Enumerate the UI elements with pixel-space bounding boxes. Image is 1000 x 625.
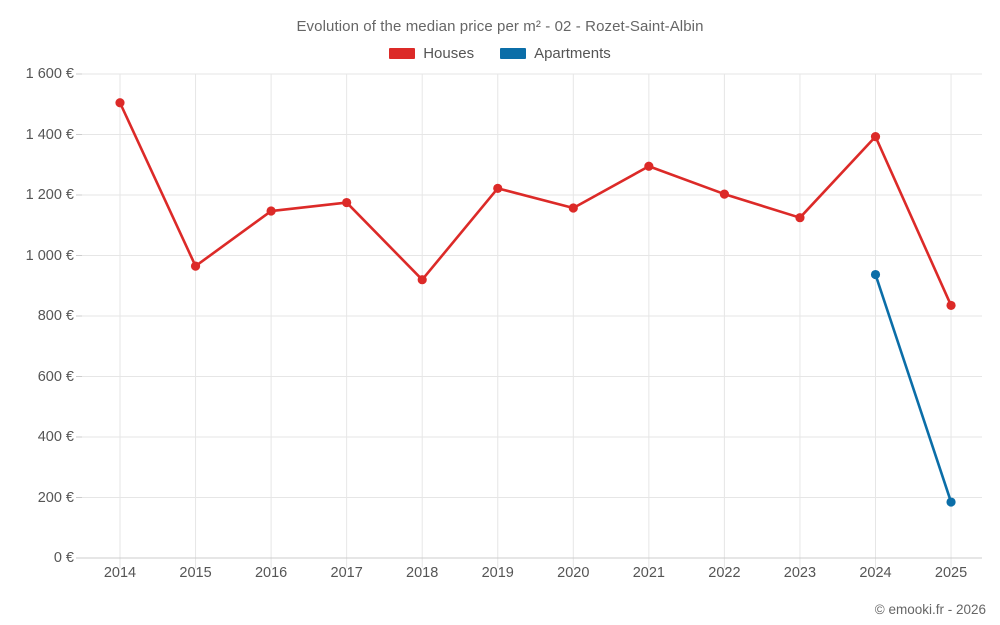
y-tick-label: 1 000 € <box>25 247 74 264</box>
x-tick-label: 2024 <box>859 565 892 581</box>
data-point-houses[interactable] <box>870 132 881 142</box>
y-tick-label: 200 € <box>37 489 74 506</box>
legend-item-apartments[interactable]: Apartments <box>500 45 611 62</box>
data-point-houses[interactable] <box>493 183 503 193</box>
data-point-apartments[interactable] <box>946 497 956 507</box>
data-point-houses[interactable] <box>342 197 352 208</box>
x-tick-label: 2016 <box>254 565 288 581</box>
data-point-houses[interactable] <box>115 98 125 108</box>
legend-swatch-houses <box>389 48 416 59</box>
x-tick-label: 2020 <box>557 565 590 581</box>
series-line-houses <box>118 101 953 307</box>
series-line-apartments <box>874 273 953 504</box>
y-tick-label: 400 € <box>37 429 74 445</box>
data-point-houses[interactable] <box>644 161 654 171</box>
data-point-houses[interactable] <box>266 206 276 216</box>
y-tick-label: 800 € <box>37 308 74 324</box>
legend-label-houses: Houses <box>423 45 475 62</box>
data-point-houses[interactable] <box>946 300 956 311</box>
y-tick-label: 1 400 € <box>25 126 74 143</box>
y-axis-labels: 0 € 200 € 400 € 600 € 800 € 1 000 € 1 200 € 1 4… <box>0 0 74 625</box>
footer-credit: © emooki.fr - 2026 <box>874 602 986 617</box>
y-tick-label: 1 600 € <box>25 66 74 82</box>
x-tick-label: 2025 <box>934 565 968 581</box>
x-tick-label: 2023 <box>783 565 817 581</box>
y-tick-label: 600 € <box>37 368 74 385</box>
data-point-houses[interactable] <box>795 213 805 223</box>
chart-legend: Houses Apartments <box>0 45 1000 62</box>
y-tick-label: 1 200 € <box>25 187 74 203</box>
data-point-houses[interactable] <box>719 189 730 199</box>
legend-item-houses[interactable]: Houses <box>389 45 474 62</box>
data-point-houses[interactable] <box>568 203 578 213</box>
x-tick-label: 2017 <box>330 565 363 581</box>
data-point-apartments[interactable] <box>870 269 881 280</box>
chart-title: Evolution of the median price per m² - 0… <box>296 18 704 35</box>
y-tick-label: 0 € <box>53 550 74 566</box>
data-point-houses[interactable] <box>190 261 201 271</box>
legend-label-apartments: Apartments <box>534 45 611 62</box>
x-tick-label: 2022 <box>708 565 741 581</box>
data-point-houses[interactable] <box>417 275 427 285</box>
x-tick-label: 2015 <box>179 565 212 581</box>
x-tick-label: 2014 <box>103 565 137 581</box>
legend-swatch-apartments <box>500 48 527 59</box>
x-tick-label: 2019 <box>481 565 514 581</box>
x-tick-label: 2021 <box>632 565 665 581</box>
x-tick-label: 2018 <box>406 565 439 581</box>
